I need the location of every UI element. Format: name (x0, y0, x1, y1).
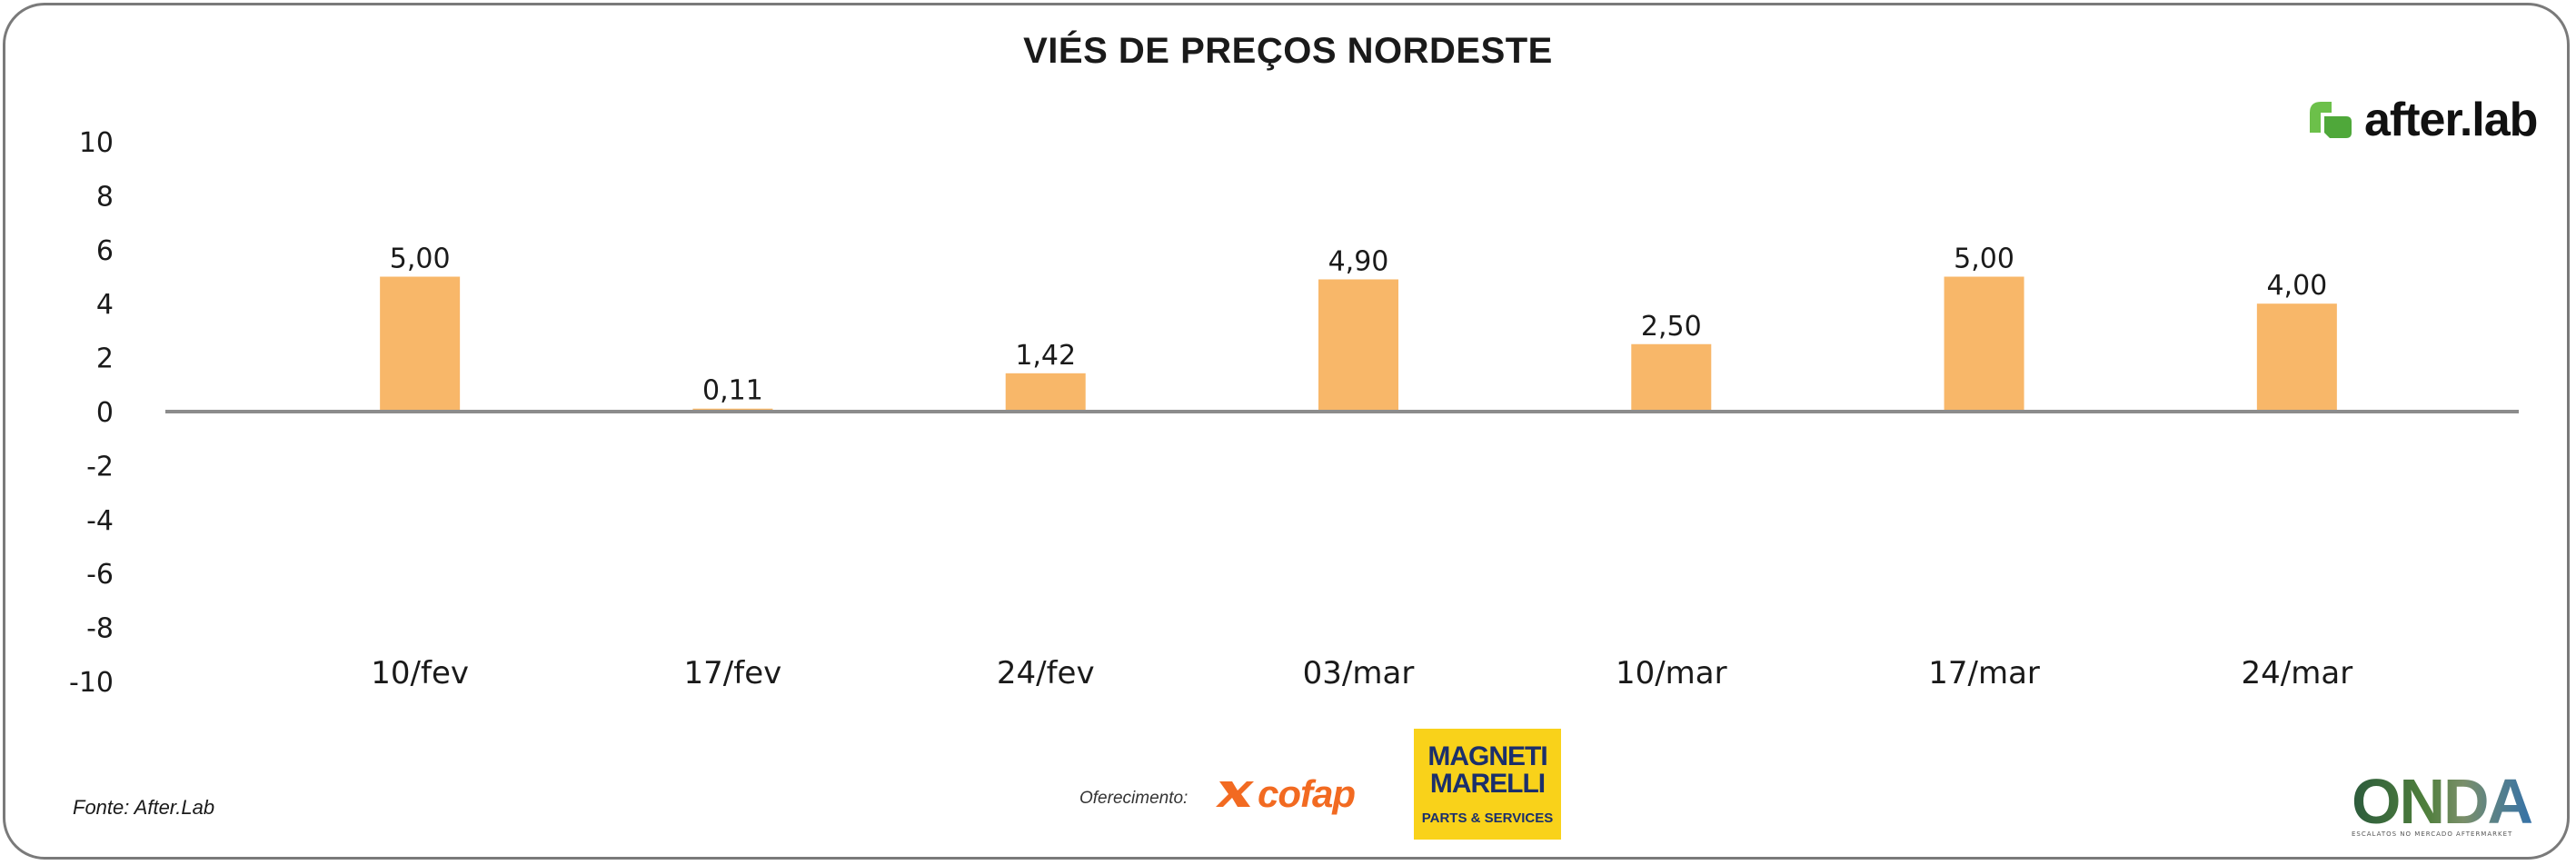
y-tick-label: 8 (96, 181, 114, 213)
afterlab-wordmark: after.lab (2364, 94, 2538, 146)
data-label: 5,00 (390, 244, 451, 275)
cofap-logo: cofap (1216, 772, 1356, 816)
x-tick-label: 10/mar (1616, 655, 1727, 691)
x-tick-label: 03/mar (1303, 655, 1415, 691)
bar (380, 276, 461, 412)
y-tick-label: -10 (69, 667, 114, 699)
afterlab-logo: after.lab (2304, 93, 2538, 147)
magneti-marelli-logo: MAGNETI MARELLI PARTS & SERVICES (1414, 729, 1561, 840)
bars (380, 276, 2337, 412)
data-label: 4,00 (2266, 270, 2327, 302)
bar (1631, 343, 1712, 412)
y-tick-label: -8 (86, 613, 114, 645)
y-tick-label: -4 (86, 505, 114, 537)
data-label: 0,11 (702, 375, 763, 407)
y-axis: 10 8 6 4 2 0 -2 -4 -6 -8 -10 (69, 127, 114, 699)
bar (1005, 373, 1086, 412)
x-tick-label: 24/mar (2242, 655, 2353, 691)
y-tick-label: -6 (86, 559, 114, 591)
data-label: 5,00 (1954, 244, 2014, 275)
y-tick-label: 2 (96, 343, 114, 375)
chart-frame (3, 3, 2570, 860)
source-note: Fonte: After.Lab (73, 796, 215, 819)
afterlab-mark-icon (2310, 102, 2352, 138)
data-label: 2,50 (1641, 311, 1702, 343)
data-label: 1,42 (1015, 340, 1076, 372)
x-tick-label: 17/mar (1928, 655, 2040, 691)
data-labels: 5,00 0,11 1,42 4,90 2,50 5,00 4,00 (390, 244, 2328, 407)
onda-logo: ONDA ESCALATOS NO MERCADO AFTERMARKET (2352, 770, 2538, 838)
x-tick-label: 17/fev (684, 655, 782, 691)
cofap-wordmark: cofap (1258, 772, 1356, 815)
marelli-wordmark: MAGNETI MARELLI (1427, 741, 1547, 799)
onda-tagline: ESCALATOS NO MERCADO AFTERMARKET (2352, 830, 2513, 838)
bar (2256, 303, 2337, 412)
cofap-x-icon (1216, 781, 1254, 807)
onda-wordmark: ONDA (2352, 770, 2538, 833)
y-tick-label: 4 (96, 289, 114, 321)
bar (1318, 279, 1398, 412)
x-tick-label: 24/fev (997, 655, 1095, 691)
chart-title: VIÉS DE PREÇOS NORDESTE (1023, 31, 1553, 71)
y-tick-label: 0 (96, 397, 114, 429)
y-tick-label: 10 (79, 127, 114, 159)
marelli-subtitle: PARTS & SERVICES (1421, 810, 1554, 826)
y-tick-label: 6 (96, 235, 114, 267)
x-tick-label: 10/fev (371, 655, 469, 691)
x-axis: 10/fev 17/fev 24/fev 03/mar 10/mar 17/mar 24/m… (371, 655, 2352, 691)
sponsor-label: Oferecimento: (1079, 789, 1189, 808)
bar (1944, 276, 2024, 412)
y-tick-label: -2 (86, 451, 114, 482)
data-label: 4,90 (1328, 245, 1389, 277)
